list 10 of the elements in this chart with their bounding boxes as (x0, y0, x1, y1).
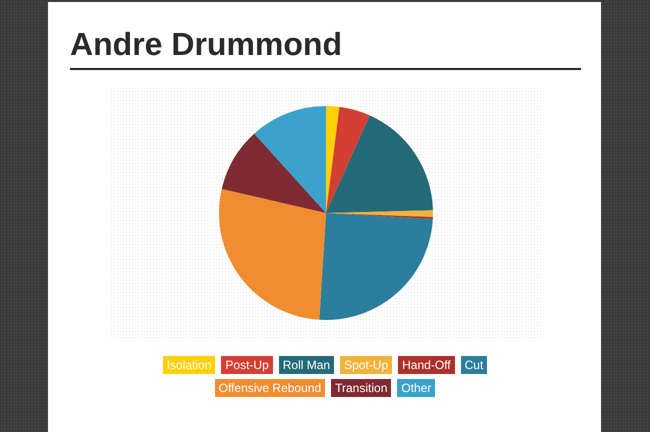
legend-label: Isolation (166, 356, 216, 374)
legend-label: Roll Man (282, 356, 334, 374)
legend-label: Other (401, 379, 436, 397)
chart-title: Andre Drummond (70, 24, 581, 70)
legend-label: Offensive Rebound (218, 379, 326, 397)
legend-label: Post-Up (225, 356, 273, 374)
legend-label: Hand-Off (402, 356, 455, 374)
legend-label: Transition (335, 379, 392, 397)
legend-label: Cut (464, 356, 488, 374)
legend-label: Spot-Up (344, 356, 392, 374)
